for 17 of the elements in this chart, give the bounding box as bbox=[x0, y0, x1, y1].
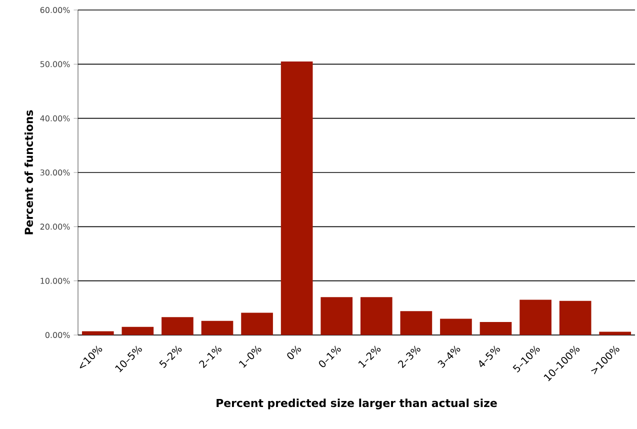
y-axis-title: Percent of functions bbox=[24, 110, 33, 234]
bar bbox=[201, 320, 234, 335]
bar bbox=[559, 300, 592, 335]
bar bbox=[440, 318, 472, 335]
bar bbox=[82, 331, 114, 335]
bar bbox=[320, 297, 353, 335]
bar bbox=[241, 312, 273, 335]
x-tick-label: 0% bbox=[287, 346, 302, 360]
bar bbox=[520, 300, 552, 335]
bar bbox=[280, 61, 313, 335]
bar bbox=[122, 326, 154, 335]
bar bbox=[400, 311, 432, 335]
bar bbox=[480, 322, 512, 335]
x-axis-title: Percent predicted size larger than actual size bbox=[216, 398, 497, 410]
bar bbox=[162, 317, 194, 335]
bar bbox=[599, 332, 632, 335]
bar bbox=[360, 297, 392, 335]
